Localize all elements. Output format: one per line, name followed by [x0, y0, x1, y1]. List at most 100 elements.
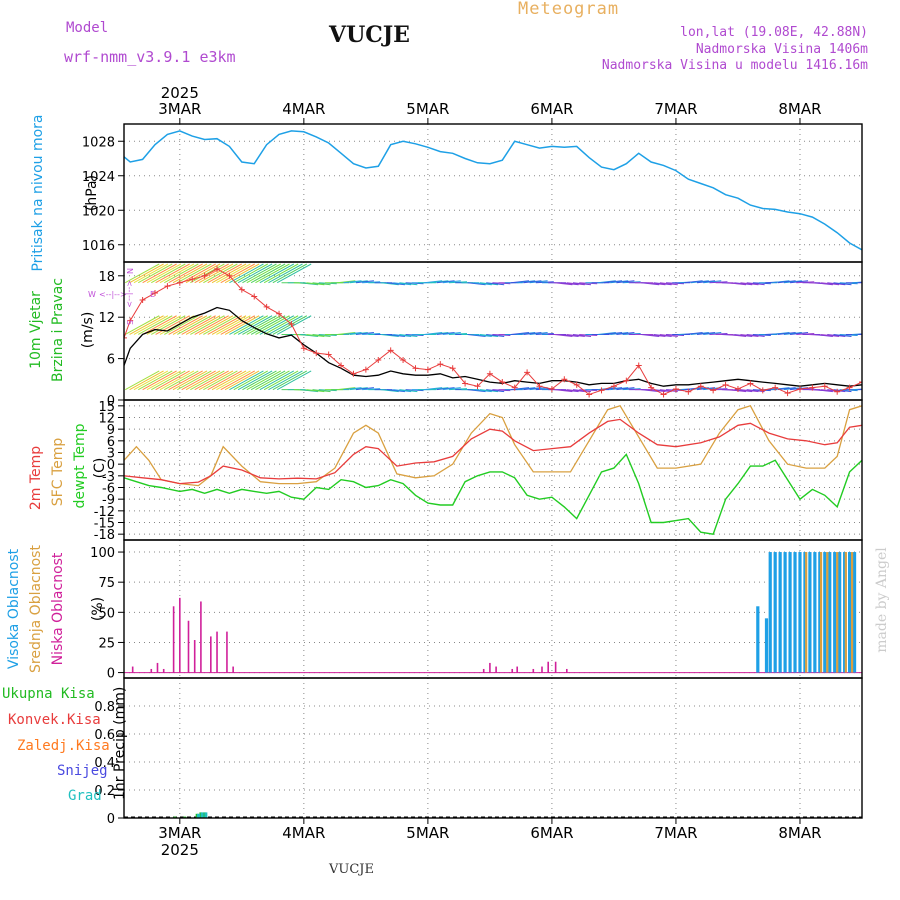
wind-vector-169 [300, 333, 319, 337]
cloud-unit: (%) [90, 597, 106, 621]
wind-vector-109 [734, 389, 753, 393]
ytick-label-temperature-3: -9 [102, 493, 115, 508]
xtick-bottom-label-4: 7MAR [654, 824, 697, 842]
gust-marker-59 [846, 384, 853, 391]
ytick-label-precip-4: 0.8 [94, 700, 115, 715]
gust-marker-13 [276, 310, 283, 317]
wind-vector-122 [814, 389, 833, 393]
ytick-label-cloud-4: 100 [90, 546, 115, 561]
wind-vector-52 [380, 389, 399, 393]
wind-vector-124 [827, 389, 846, 393]
wind-vector-389 [858, 281, 862, 284]
wind-vector-177 [349, 331, 368, 335]
gust-marker-15 [300, 345, 307, 352]
wind-vector-20 [211, 370, 247, 391]
wind-vector-357 [659, 282, 678, 286]
wind-vector-5 [146, 370, 182, 391]
wind-vector-382 [814, 282, 833, 286]
cloud-bar-visoka-16 [838, 552, 842, 673]
gust-marker-0 [124, 334, 127, 341]
wind-vector-159 [250, 315, 286, 335]
wind-vector-131 [129, 315, 164, 335]
gust-marker-37 [573, 381, 580, 388]
wind-vector-110 [740, 389, 759, 393]
wind-vector-261 [129, 263, 164, 284]
cloud-bar-visoka-11 [813, 552, 817, 673]
wind-vector-143 [181, 315, 216, 335]
wind-vector-101 [684, 387, 703, 391]
wind-vector-154 [229, 315, 264, 335]
wind-vector-33 [268, 370, 303, 391]
wind-vector-22 [220, 370, 255, 391]
ytick-label-temperature-9: 9 [107, 423, 115, 438]
cloud-bar-visoka-7 [793, 552, 797, 673]
wind-vector-227 [659, 333, 678, 337]
wind-vector-252 [814, 333, 833, 337]
wind-vector-246 [777, 331, 796, 335]
wind-vector-171 [312, 333, 331, 337]
wind-vector-226 [653, 333, 672, 337]
wind-vector-46 [343, 387, 362, 391]
watermark: made by Angel [874, 547, 890, 653]
wind-vector-137 [155, 315, 190, 335]
cloud-bar-niska-12 [232, 666, 234, 673]
wind-vector-255 [833, 333, 852, 337]
gust-marker-10 [238, 286, 245, 293]
wind-vector-354 [641, 282, 660, 286]
gust-marker-20 [362, 366, 369, 373]
wind-vector-129 [858, 388, 862, 391]
wind-vector-183 [386, 333, 406, 337]
xtick-top-label-2: 5MAR [406, 100, 449, 118]
wind-vector-377 [783, 280, 802, 284]
wind-vector-28 [246, 370, 282, 391]
ytick-label-temperature-2: -12 [94, 505, 115, 520]
gust-marker-56 [809, 384, 816, 391]
wind-vector-142 [177, 315, 212, 335]
wind-vector-335 [523, 280, 542, 284]
wind-vector-27 [242, 370, 277, 391]
panel-cloud: 0 25 50 75 100 [90, 540, 862, 682]
ytick-label-precip-2: 0.4 [94, 756, 115, 771]
cloud-bar-niska-21 [554, 661, 557, 673]
ytick-label-pressure-2: 1024 [82, 170, 115, 185]
wind-vector-130 [124, 315, 160, 335]
wind-vector-198 [479, 333, 499, 337]
wind-vector-10 [168, 370, 203, 391]
compass-east: E [150, 290, 155, 299]
wind-vector-199 [486, 333, 505, 337]
wind-vector-15 [190, 370, 225, 391]
wind-vector-287 [242, 263, 277, 284]
ytick-label-temperature-6: 0 [107, 458, 115, 473]
gust-marker-32 [511, 384, 518, 391]
ytick-label-wind-2: 12 [98, 311, 115, 326]
temp-unit: (C) [92, 458, 108, 479]
cloud-bar-srednja-1 [819, 552, 823, 673]
gust-marker-28 [462, 380, 469, 387]
model-label: Model [66, 20, 109, 36]
ytick-label-precip-1: 0.2 [94, 784, 115, 799]
gust-marker-34 [536, 383, 543, 390]
wind-vector-322 [442, 280, 461, 284]
wind-vector-238 [727, 333, 747, 337]
wind-vector-31 [259, 370, 295, 391]
gust-markers [124, 265, 862, 398]
panel-precip: 0 0.2 0.4 0.6 0.8 [94, 678, 862, 827]
gust-marker-29 [474, 383, 481, 390]
gust-marker-36 [561, 376, 568, 383]
wind-vector-53 [386, 389, 406, 393]
xtick-bottom-label-2: 5MAR [406, 824, 449, 842]
wind-vector-263 [138, 263, 173, 284]
wind-vector-18 [203, 370, 238, 391]
wind-vector-315 [399, 282, 418, 286]
wind-ylabel-1: 10m Vjetar [28, 291, 44, 369]
wind-vector-340 [554, 282, 573, 286]
gust-marker-18 [338, 362, 345, 369]
wind-vector-178 [355, 331, 374, 335]
wind-vector-125 [833, 389, 852, 393]
wind-vector-141 [172, 315, 208, 335]
dewpt-line [124, 453, 862, 535]
precip-legend-4: Grad [68, 788, 102, 804]
cloud-bar-niska-10 [216, 631, 218, 673]
wind-vector-103 [696, 387, 716, 391]
